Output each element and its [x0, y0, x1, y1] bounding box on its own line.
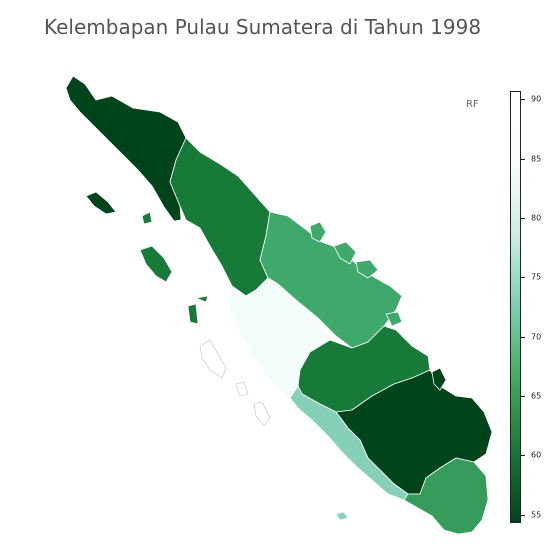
map-title: Kelembapan Pulau Sumatera di Tahun 1998	[44, 15, 482, 39]
region-small-island-b[interactable]	[187, 303, 199, 325]
colorbar	[510, 91, 521, 523]
colorbar-tick-label: 75	[531, 272, 542, 282]
region-riau-island-2[interactable]	[333, 241, 357, 265]
region-pagai-outline[interactable]	[253, 401, 271, 427]
colorbar-tick-label: 70	[531, 332, 542, 342]
colorbar-tick	[521, 217, 525, 219]
legend-label: RF	[466, 99, 479, 110]
colorbar-tick-label: 85	[531, 154, 542, 164]
region-simeulue[interactable]	[85, 191, 117, 215]
colorbar-tick	[521, 396, 525, 397]
region-riau-island-4[interactable]	[385, 311, 403, 327]
region-sumatera-utara[interactable]	[169, 137, 271, 297]
colorbar-tick	[521, 277, 525, 279]
colorbar-tick-label: 80	[531, 213, 542, 223]
region-riau-island-3[interactable]	[355, 259, 379, 279]
region-sipora-outline[interactable]	[235, 381, 249, 397]
region-nias[interactable]	[139, 245, 173, 283]
region-bangka[interactable]	[431, 367, 447, 391]
region-lampung[interactable]	[403, 457, 489, 535]
region-riau-island-1[interactable]	[309, 221, 327, 243]
colorbar-tick-label: 65	[531, 391, 542, 401]
region-bengkulu[interactable]	[289, 385, 409, 501]
region-small-island-c[interactable]	[141, 211, 153, 225]
colorbar-tick-label: 55	[531, 510, 542, 520]
region-aceh[interactable]	[65, 75, 187, 222]
colorbar-tick	[521, 455, 525, 457]
colorbar-tick	[521, 158, 525, 160]
colorbar-tick	[521, 336, 525, 338]
region-siberut-outline[interactable]	[199, 339, 227, 379]
region-enggano[interactable]	[335, 511, 349, 521]
colorbar-tick-label: 90	[531, 94, 542, 104]
colorbar-tick	[521, 99, 525, 101]
colorbar-tick	[521, 514, 525, 516]
region-small-island-a[interactable]	[195, 295, 209, 303]
colorbar-tick-label: 60	[531, 450, 542, 460]
